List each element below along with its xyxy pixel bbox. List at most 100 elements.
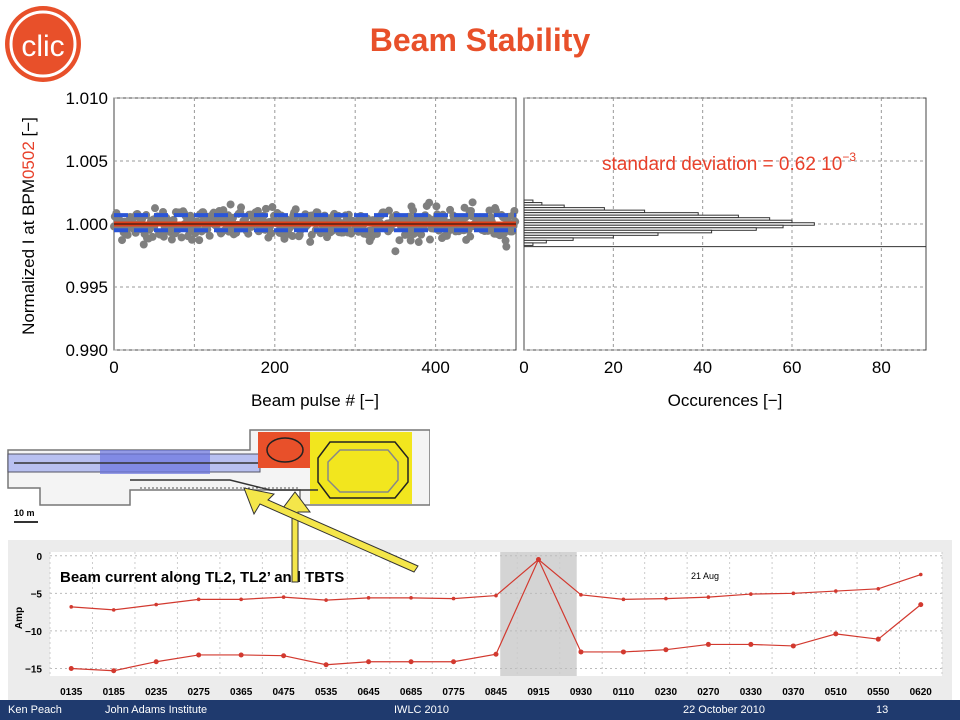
bottom-x-tick: 0645 — [357, 687, 380, 698]
bottom-x-tick: 0550 — [867, 687, 890, 698]
bottom-x-tick: 0135 — [60, 687, 83, 698]
bottom-grid — [49, 552, 943, 676]
scatter-x-tick: 0 — [109, 358, 118, 377]
series-point — [791, 591, 796, 596]
series-point — [68, 665, 74, 671]
scatter-point — [205, 231, 214, 240]
footer-page: 13 — [876, 704, 889, 716]
series-point — [790, 643, 796, 649]
combiner-ring-region — [310, 432, 412, 504]
series-point — [833, 631, 839, 637]
highlight-region — [500, 552, 577, 676]
bottom-x-tick: 0230 — [655, 687, 678, 698]
scatter-point — [268, 203, 277, 212]
y-label-prefix: Normalized I at BPM — [22, 179, 38, 335]
footer-date: 22 October 2010 — [683, 704, 765, 716]
series-point — [111, 608, 116, 612]
series-point — [324, 598, 328, 602]
series-point — [111, 668, 117, 674]
scatter-point — [261, 204, 270, 213]
bottom-x-tick: 0535 — [315, 687, 338, 698]
bottom-y-tick: −15 — [25, 664, 42, 675]
scatter-y-tick: 0.990 — [65, 341, 108, 360]
scatter-point — [177, 233, 186, 242]
scatter-x-tick: 400 — [421, 358, 449, 377]
scatter-point — [395, 236, 404, 245]
series-point — [451, 659, 457, 665]
scatter-point — [195, 236, 204, 245]
series-point — [408, 659, 414, 665]
scatter-point — [466, 232, 475, 241]
bottom-x-tick: 0270 — [697, 687, 720, 698]
bottom-x-tick: 0510 — [825, 687, 848, 698]
histogram-x-tick: 0 — [519, 358, 528, 377]
scatter-point — [502, 242, 511, 251]
series-point — [664, 596, 668, 601]
std-dev-exponent: −3 — [842, 150, 856, 164]
series-point — [749, 592, 753, 596]
series-point — [705, 641, 711, 647]
series-point — [493, 651, 499, 657]
bottom-x-tick: 0915 — [527, 687, 550, 698]
bottom-x-tick: 0110 — [613, 687, 635, 698]
series-point — [535, 557, 541, 563]
scatter-point — [167, 235, 176, 244]
series-point — [281, 595, 286, 599]
series-point — [834, 589, 838, 593]
scatter-point — [253, 206, 262, 215]
bottom-x-tick: 0185 — [103, 687, 126, 698]
delay-loop — [266, 437, 304, 463]
scatter-point — [139, 240, 148, 249]
bottom-x-tick: 0845 — [485, 687, 508, 698]
scatter-point — [409, 206, 418, 215]
series-point — [918, 602, 924, 608]
footer-author: Ken Peach — [8, 704, 62, 716]
logo-text: clic — [21, 30, 64, 63]
series-point — [578, 649, 584, 655]
footer-bar: Ken Peach John Adams Institute IWLC 2010… — [0, 700, 960, 720]
footer-event: IWLC 2010 — [394, 704, 450, 716]
bottom-x-tick: 0275 — [188, 687, 211, 698]
scatter-point — [118, 236, 127, 245]
series-point — [239, 597, 243, 602]
logo-ring — [9, 10, 77, 78]
logo-circle — [5, 6, 81, 82]
series-point — [409, 596, 413, 600]
bottom-chart-title: Beam current along TL2, TL2’ and TBTS — [60, 569, 344, 586]
bottom-x-tick: 0685 — [400, 687, 423, 698]
bottom-x-tick: 0235 — [145, 687, 168, 698]
bottom-x-tick: 0365 — [230, 687, 253, 698]
histogram-bar — [523, 242, 534, 246]
scatter-point — [267, 229, 276, 238]
histogram-x-tick: 80 — [872, 358, 891, 377]
series-point — [918, 572, 923, 577]
series-point — [281, 653, 287, 659]
scatter-x-tick: 200 — [261, 358, 289, 377]
scatter-point — [226, 200, 235, 209]
bottom-x-tick: 0620 — [910, 687, 933, 698]
series-point — [238, 652, 244, 658]
series-point — [196, 652, 202, 658]
series-point — [663, 647, 669, 653]
scatter-point — [219, 206, 228, 215]
y-label-bpm: 0502 — [22, 141, 38, 179]
scatter-y-ticks: 0.990 0.995 1.000 1.005 1.010 — [65, 89, 108, 360]
scatter-point — [417, 230, 426, 239]
series-point — [875, 636, 881, 642]
histogram-x-tick: 60 — [783, 358, 802, 377]
bottom-x-tick: 0475 — [272, 687, 295, 698]
std-dev-annotation: standard deviation = 0.62 10−3 — [602, 150, 856, 175]
std-dev-text: standard deviation = 0.62 10 — [602, 154, 842, 175]
beam-current-chart: 0 −5 −10 −15 0135 0185 0235 0275 0365 0475 0535 06… — [8, 540, 952, 700]
facility-map: 10 m — [0, 410, 430, 528]
map-scale-label: 10 m — [14, 508, 35, 518]
histogram-bar — [523, 239, 547, 244]
histogram-x-label: Occurences [−] — [668, 391, 783, 410]
series-point — [153, 659, 159, 665]
bottom-y-tick: −10 — [25, 627, 42, 638]
scatter-y-tick: 1.010 — [65, 89, 108, 108]
bottom-y-label: Amp — [14, 607, 25, 629]
scatter-x-ticks: 0 200 400 — [109, 358, 450, 377]
scatter-y-label: Normalized I at BPM0502 [−] — [22, 117, 38, 335]
